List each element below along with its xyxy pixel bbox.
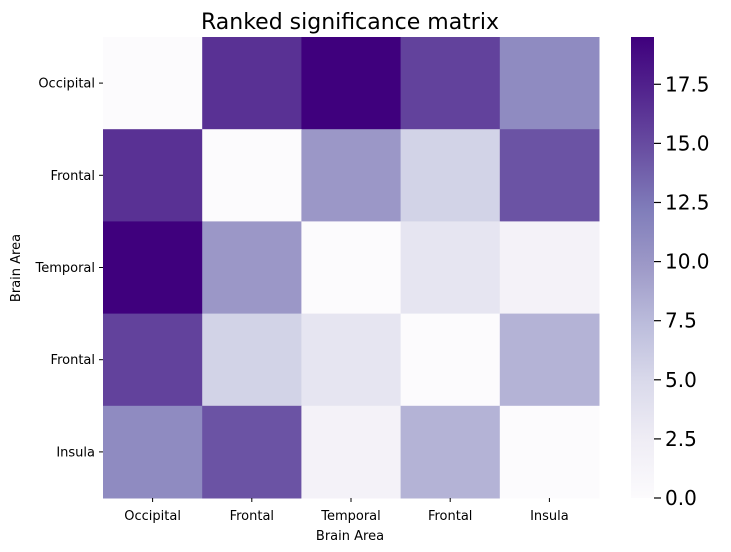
- heatmap-cell: [301, 405, 402, 499]
- heatmap-cell: [202, 129, 302, 222]
- heatmap-cell: [400, 313, 501, 407]
- x-tick-label: Insula: [530, 509, 569, 524]
- y-tick-label: Frontal: [51, 353, 95, 368]
- heatmap-cell: [400, 37, 501, 130]
- y-tick-label: Occipital: [38, 77, 95, 92]
- heatmap-cell: [499, 221, 600, 315]
- heatmap-cell: [103, 405, 203, 499]
- colorbar-tick-label: 7.5: [665, 309, 697, 333]
- x-tick-labels: Occipital Frontal Temporal Frontal Insula: [124, 498, 569, 524]
- x-tick-label: Frontal: [230, 509, 274, 524]
- y-tick-label: Temporal: [34, 261, 95, 276]
- colorbar-tick-label: 2.5: [665, 427, 697, 451]
- colorbar-ticks: 0.0 2.5 5.0 7.5 10.0 12.5 15.0 17.5: [654, 72, 710, 510]
- colorbar-tick-label: 0.0: [665, 486, 697, 510]
- colorbar-tick-label: 15.0: [665, 131, 710, 155]
- heatmap-cell: [103, 313, 203, 407]
- heatmap-cell: [400, 221, 501, 315]
- x-tick-label: Frontal: [428, 509, 472, 524]
- x-axis-label: Brain Area: [316, 529, 384, 544]
- heatmap-cells: [103, 37, 600, 499]
- heatmap-cell: [400, 405, 501, 499]
- heatmap-cell: [202, 221, 302, 315]
- heatmap-cell: [301, 313, 402, 407]
- x-tick-label: Temporal: [320, 509, 381, 524]
- y-tick-labels: Occipital Frontal Temporal Frontal Insula: [34, 77, 103, 460]
- chart-title: Ranked significance matrix: [201, 10, 499, 35]
- heatmap-cell: [499, 405, 600, 499]
- heatmap-cell: [301, 129, 402, 222]
- heatmap-cell: [499, 313, 600, 407]
- heatmap-cell: [103, 129, 203, 222]
- heatmap-cell: [202, 405, 302, 499]
- colorbar-tick-label: 12.5: [665, 190, 710, 214]
- heatmap-cell: [301, 221, 402, 315]
- x-tick-label: Occipital: [124, 509, 181, 524]
- heatmap-cell: [301, 37, 402, 130]
- heatmap-cell: [202, 37, 302, 130]
- heatmap-cell: [103, 37, 203, 130]
- heatmap-cell: [103, 221, 203, 315]
- y-tick-label: Frontal: [51, 169, 95, 184]
- heatmap-cell: [202, 313, 302, 407]
- heatmap-cell: [499, 129, 600, 222]
- heatmap-cell: [499, 37, 600, 130]
- colorbar: [631, 37, 654, 498]
- y-axis-label: Brain Area: [9, 234, 24, 302]
- colorbar-tick-label: 10.0: [665, 250, 710, 274]
- y-tick-label: Insula: [56, 445, 95, 460]
- colorbar-tick-label: 17.5: [665, 72, 710, 96]
- heatmap-cell: [400, 129, 501, 222]
- colorbar-tick-label: 5.0: [665, 368, 697, 392]
